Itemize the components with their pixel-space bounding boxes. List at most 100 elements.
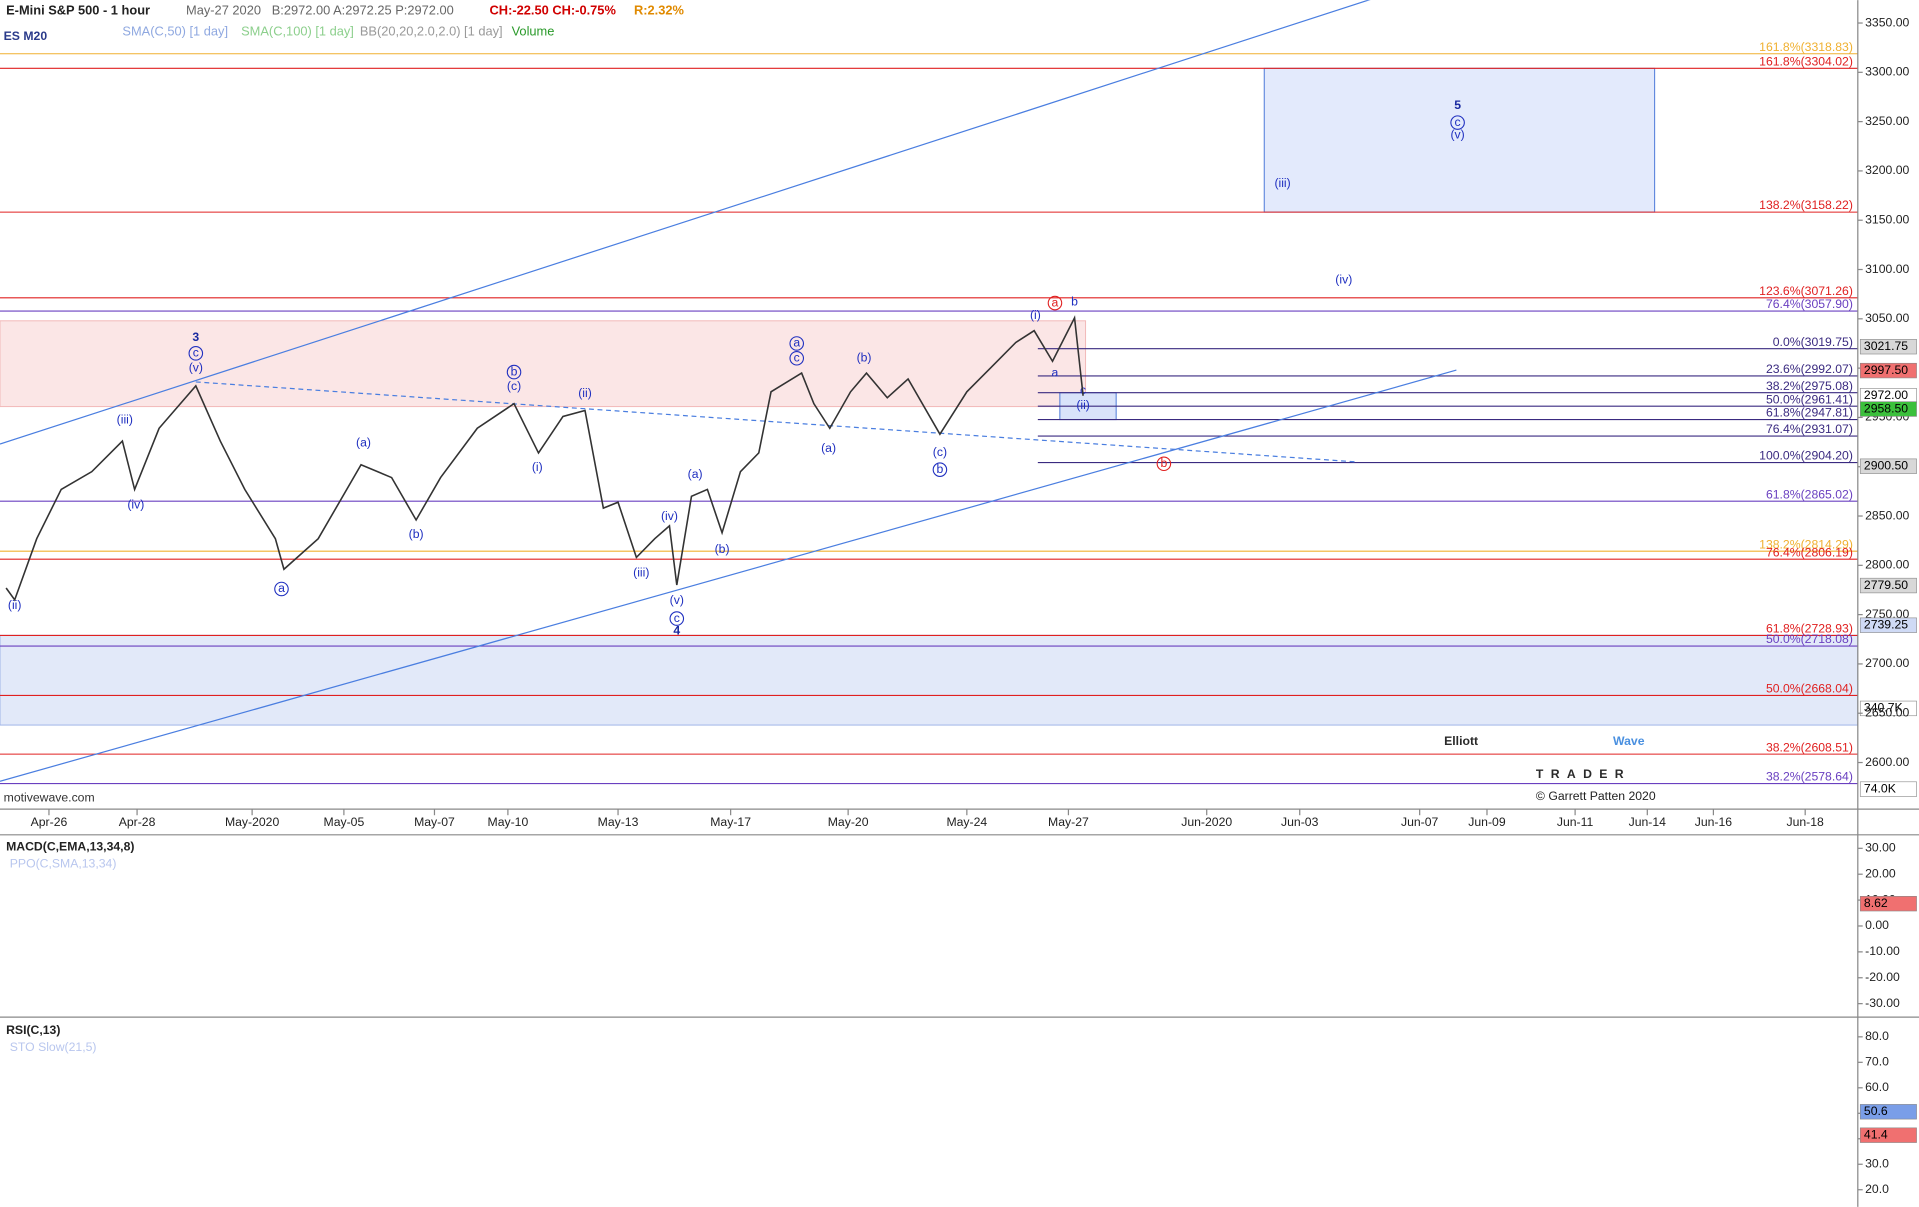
wave-label: c	[1455, 115, 1461, 129]
wave-label: (i)	[532, 460, 543, 474]
price-badge-box	[1859, 339, 1917, 355]
fib-label: 123.6%(3071.26)	[1759, 284, 1853, 298]
wave-label: (i)	[1030, 308, 1041, 322]
fib-label: 161.8%(3304.02)	[1759, 54, 1853, 68]
x-tick-label: Jun-14	[1629, 815, 1667, 829]
fib-label: 76.4%(2806.19)	[1766, 545, 1853, 559]
wave-label: (b)	[409, 527, 424, 541]
panel-title: RSI(C,13)	[6, 1023, 60, 1037]
y-tick-label: 3250.00	[1865, 114, 1909, 128]
y-tick-label: 3100.00	[1865, 262, 1909, 276]
indicator-label: BB(20,20,2.0,2.0) [1 day]	[360, 23, 503, 38]
logo-word: TRADER	[1536, 767, 1631, 781]
price-badge-label: 2997.50	[1864, 363, 1908, 377]
wave-label: (iii)	[1274, 176, 1290, 190]
fib-label: 138.2%(3158.22)	[1759, 198, 1853, 212]
wave-label: 4	[673, 624, 680, 638]
price-badge-box	[1859, 1127, 1917, 1143]
price-badge-box	[1859, 1104, 1917, 1120]
x-tick-label: Jun-09	[1468, 815, 1506, 829]
price-badge-box	[1859, 577, 1917, 594]
panel-subtitle: PPO(C,SMA,13,34)	[10, 856, 117, 870]
price-badge-label: 41.4	[1864, 1127, 1888, 1141]
panel-subtitle: STO Slow(21,5)	[10, 1040, 97, 1054]
quote-date: May-27 2020	[186, 3, 261, 18]
price-badge-label: 74.0K	[1864, 781, 1897, 795]
x-tick-label: Jun-2020	[1181, 815, 1232, 829]
y-tick-label: 3300.00	[1865, 65, 1909, 79]
trendline	[0, 369, 1457, 782]
wave-circle	[188, 346, 204, 361]
x-tick-label: May-17	[710, 815, 751, 829]
wave-label: a	[793, 336, 800, 350]
fib-label: 50.0%(2718.08)	[1766, 632, 1853, 646]
wave-label: 3	[192, 330, 199, 344]
wave-label: (iii)	[117, 413, 133, 427]
wave-circle	[1450, 115, 1465, 130]
x-tick-label: Jun-11	[1557, 815, 1594, 829]
wave-label: b	[1160, 456, 1167, 470]
wave-circle	[274, 581, 289, 597]
y-tick-label: 3150.00	[1865, 212, 1909, 226]
y-tick-label: 70.0	[1865, 1055, 1889, 1069]
logo-word: Elliott	[1444, 734, 1478, 748]
fib-label: 61.8%(2947.81)	[1766, 406, 1853, 420]
wave-label: (iii)	[633, 565, 649, 579]
y-tick-label: 3350.00	[1865, 15, 1909, 29]
wave-label: (b)	[857, 350, 872, 364]
wave-label: b	[1071, 294, 1078, 308]
wave-circle	[789, 336, 805, 351]
price-badge-label: 2779.50	[1864, 578, 1908, 592]
wave-label: a	[1052, 295, 1059, 309]
x-tick-label: May-05	[324, 815, 365, 829]
price-badge-box	[1859, 781, 1917, 797]
watermark: motivewave.com	[4, 790, 95, 804]
fib-label: 100.0%(2904.20)	[1759, 449, 1853, 463]
price-badge-box	[1859, 896, 1917, 912]
fib-label: 50.0%(2668.04)	[1766, 682, 1853, 696]
x-tick-label: May-27	[1048, 815, 1089, 829]
logo-word: Wave	[1613, 734, 1645, 748]
price-badge: 2997.50	[1859, 363, 1917, 379]
x-tick-label: May-10	[488, 815, 529, 829]
fib-label: 76.4%(2931.07)	[1766, 422, 1853, 436]
y-tick-label: 2700.00	[1865, 656, 1909, 670]
y-tick-label: 3050.00	[1865, 311, 1909, 325]
y-tick-label: 2750.00	[1865, 607, 1909, 621]
wave-label: a	[278, 581, 285, 595]
wave-label: (a)	[688, 467, 703, 481]
x-tick-label: Jun-03	[1281, 815, 1319, 829]
wave-label: 5	[1454, 98, 1461, 112]
quote-prices: B:2972.00 A:2972.25 P:2972.00	[272, 3, 454, 18]
price-badge: 2958.50	[1859, 401, 1917, 417]
zone	[0, 634, 1858, 726]
trendline	[0, 0, 1371, 445]
y-tick-label: 20.0	[1865, 1182, 1889, 1196]
wave-label: (ii)	[1076, 398, 1090, 412]
wave-label: (iv)	[1335, 273, 1352, 287]
data-line	[5, 315, 1084, 602]
price-badge: 340.7K	[1859, 701, 1917, 717]
y-tick-label: 60.0	[1865, 1080, 1889, 1094]
y-tick-label: -30.00	[1865, 996, 1900, 1010]
y-tick-label: 30.00	[1865, 841, 1896, 855]
wave-label: (ii)	[8, 598, 22, 612]
price-badge-label: 3021.75	[1864, 339, 1908, 353]
wave-circle	[1047, 295, 1063, 311]
fib-label: 23.6%(2992.07)	[1766, 362, 1853, 376]
price-badge: 2972.00	[1859, 388, 1917, 404]
wave-label: b	[511, 364, 518, 378]
wave-label: (ii)	[578, 386, 592, 400]
y-tick-label: 2600.00	[1865, 755, 1909, 769]
price-badge-label: 2972.00	[1864, 388, 1908, 402]
y-tick-label: 80.0	[1865, 1029, 1889, 1043]
wave-label: (c)	[933, 445, 947, 459]
y-tick-label: 0.00	[1865, 918, 1889, 932]
y-tick-label: 3200.00	[1865, 163, 1909, 177]
wave-circle	[932, 462, 948, 477]
x-tick-label: Apr-26	[31, 815, 68, 829]
fib-label: 61.8%(2865.02)	[1766, 487, 1853, 501]
symbol: ES M20	[4, 29, 48, 43]
fib-label: 38.2%(2975.08)	[1766, 379, 1853, 393]
